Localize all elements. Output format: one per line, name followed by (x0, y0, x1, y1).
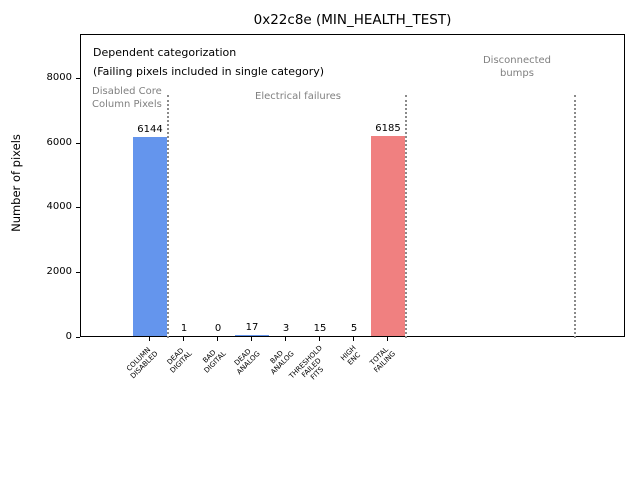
group-separator-line (405, 95, 407, 338)
x-tick-label: DEAD DIGITAL (165, 346, 194, 375)
bar-value-label: 0 (214, 323, 222, 334)
x-tick-mark (353, 337, 354, 341)
bar-value-label: 15 (313, 323, 327, 334)
y-tick-mark (76, 78, 80, 79)
x-tick-label: HIGH ENC (339, 344, 363, 367)
x-tick-label: COLUMN DISABLED (124, 345, 160, 381)
x-tick-mark (387, 337, 388, 341)
bar-value-label: 6185 (375, 123, 401, 134)
annotation-dependent-categorization: Dependent categorization (Failing pixels… (93, 46, 325, 78)
y-tick-mark (76, 207, 80, 208)
bar-value-label: 1 (180, 323, 188, 334)
y-tick-mark (76, 143, 80, 144)
y-tick-label: 2000 (46, 266, 72, 277)
bar (371, 136, 405, 336)
bar (133, 137, 167, 336)
bar-value-label: 3 (282, 323, 290, 334)
group-separator-line (166, 95, 169, 338)
group-separator-line (574, 95, 576, 338)
x-tick-mark (319, 337, 320, 341)
y-tick-label: 4000 (46, 201, 72, 212)
x-tick-label: DEAD ANALOG (232, 347, 262, 377)
bar (235, 335, 269, 336)
x-tick-label: THRESHOLD FAILED FITS (287, 344, 325, 382)
annotation-disconnected-bumps: Disconnected bumps (482, 55, 552, 79)
y-tick-mark (76, 337, 80, 338)
x-tick-label: BAD DIGITAL (201, 348, 228, 375)
bar-value-label: 6144 (137, 124, 163, 135)
y-tick-mark (76, 272, 80, 273)
y-tick-label: 8000 (46, 72, 72, 83)
annotation-electrical-failures: Electrical failures (255, 91, 341, 102)
chart-title: 0x22c8e (MIN_HEALTH_TEST) (253, 12, 452, 28)
bar-value-label: 17 (245, 322, 259, 333)
y-tick-label: 0 (65, 331, 72, 342)
y-tick-label: 6000 (46, 137, 72, 148)
x-tick-mark (285, 337, 286, 341)
bar-value-label: 5 (350, 323, 358, 334)
annotation-disabled-core-column-pixels: Disabled Core Column Pixels (92, 86, 162, 110)
x-tick-label: TOTAL FAILING (368, 345, 398, 375)
y-axis-label: Number of pixels (9, 134, 23, 232)
x-tick-mark (149, 337, 150, 341)
x-tick-mark (217, 337, 218, 341)
x-tick-mark (251, 337, 252, 341)
x-tick-mark (183, 337, 184, 341)
plot-area: Dependent categorization (Failing pixels… (80, 34, 625, 338)
